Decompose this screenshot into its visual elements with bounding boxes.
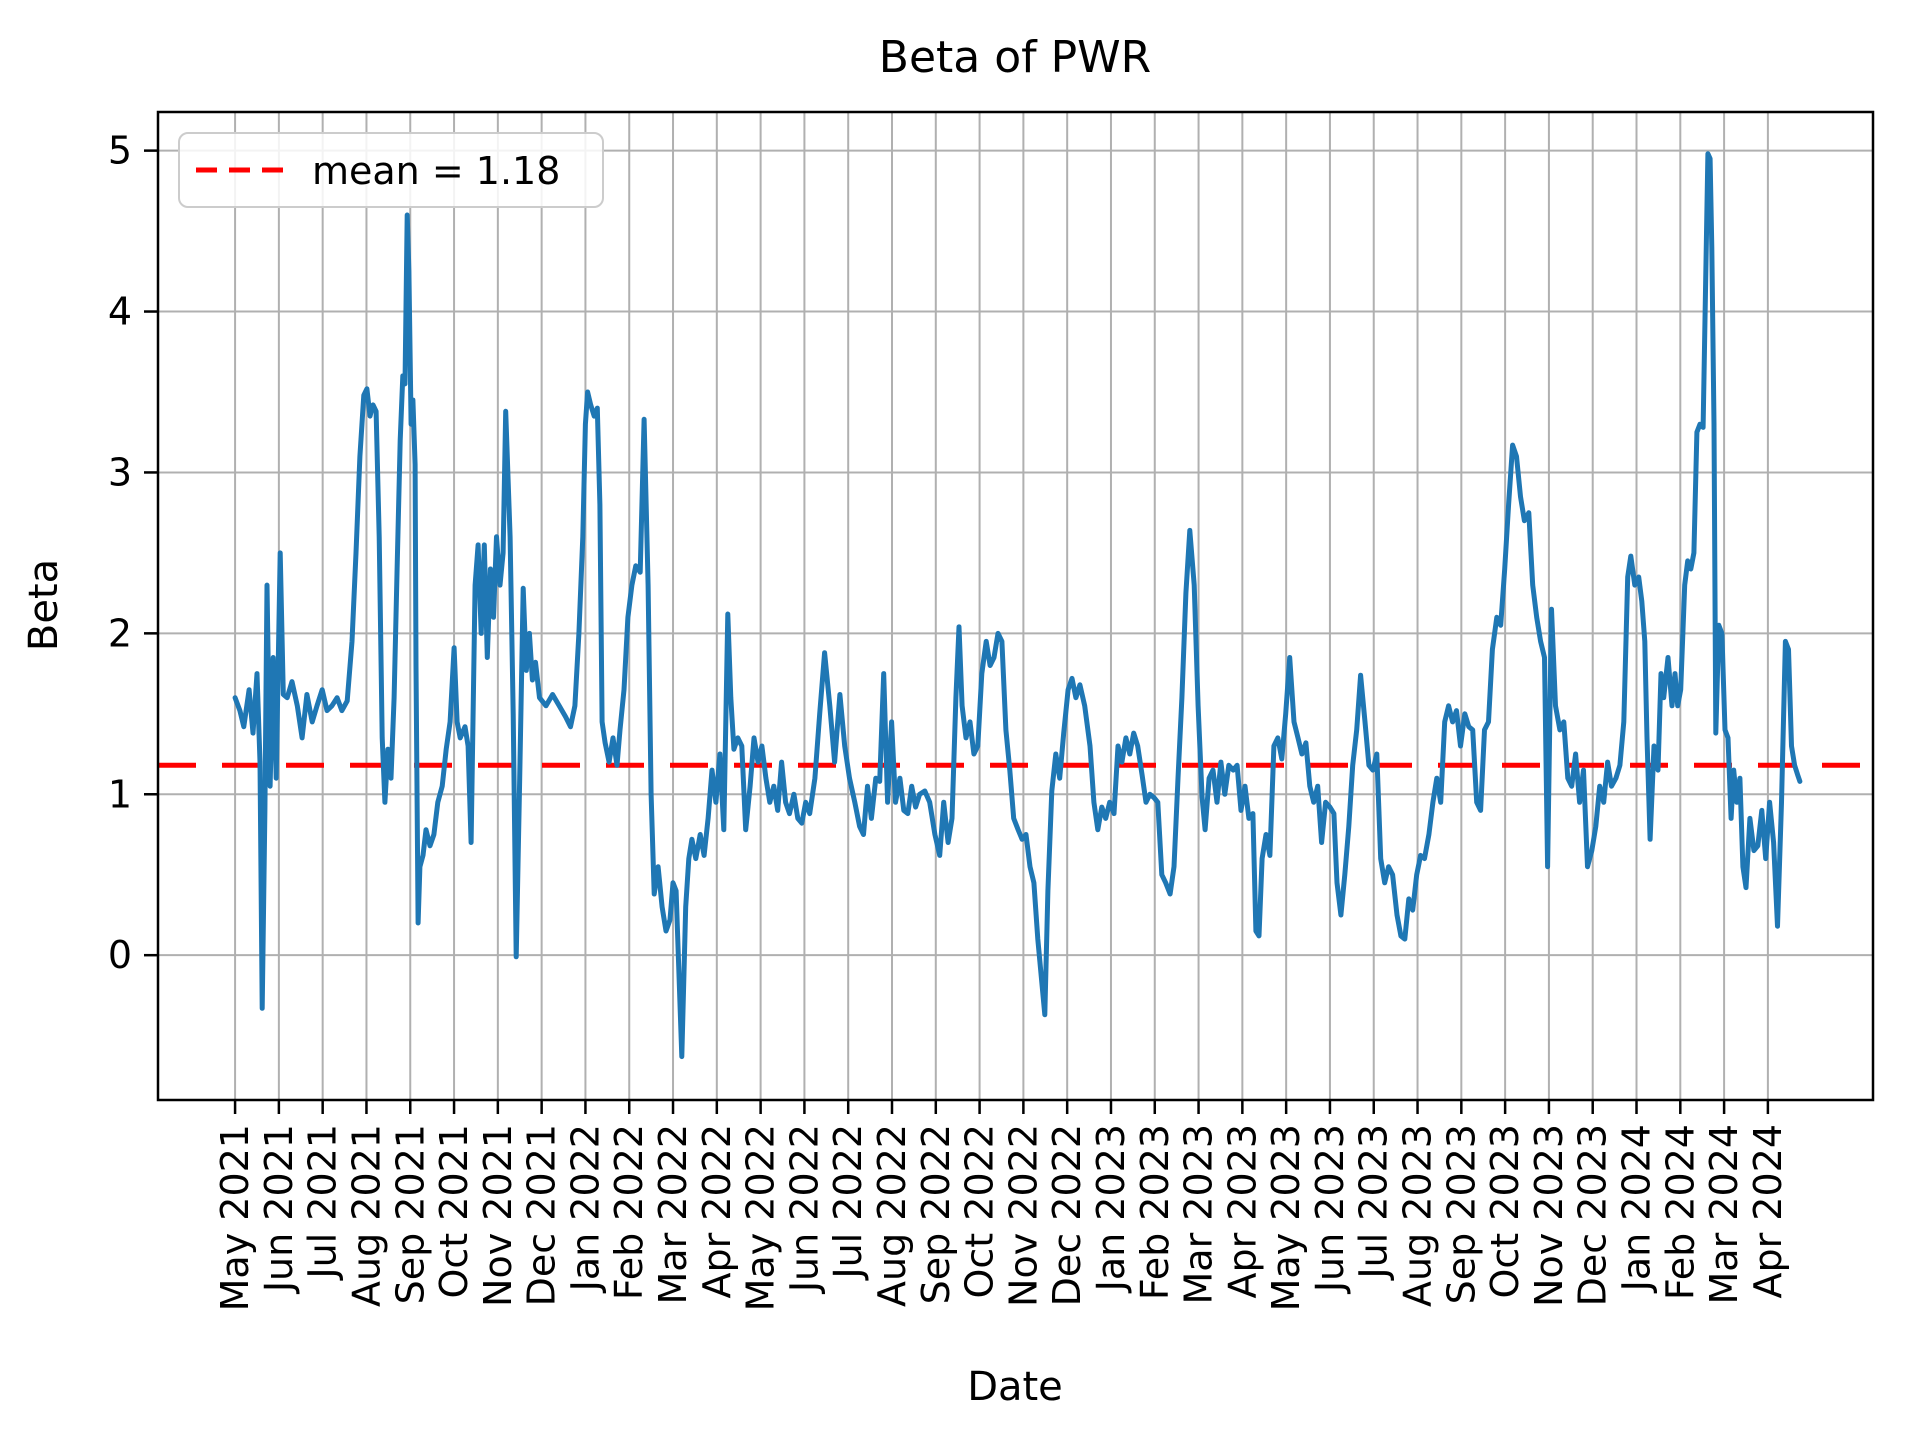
x-tick-label: Jan 2024 <box>1615 1124 1659 1293</box>
y-tick-label: 0 <box>108 933 132 977</box>
x-tick-label: Dec 2021 <box>520 1124 564 1306</box>
x-tick-label: Aug 2023 <box>1396 1124 1440 1307</box>
x-tick-label: Oct 2023 <box>1483 1124 1527 1299</box>
x-tick-label: Feb 2024 <box>1658 1124 1702 1300</box>
y-tick-label: 4 <box>108 290 132 334</box>
x-tick-label: Jun 2021 <box>257 1124 301 1294</box>
y-tick-label: 2 <box>108 611 132 655</box>
x-tick-label: Nov 2023 <box>1527 1124 1571 1307</box>
x-tick-label: Sep 2023 <box>1439 1124 1483 1304</box>
legend-label: mean = 1.18 <box>312 149 560 193</box>
x-tick-label: Feb 2023 <box>1133 1124 1177 1300</box>
x-tick-label: Dec 2022 <box>1045 1124 1089 1306</box>
x-tick-label: May 2021 <box>213 1124 257 1311</box>
x-tick-label: May 2023 <box>1264 1124 1308 1311</box>
x-tick-label: Jul 2023 <box>1352 1124 1396 1281</box>
x-tick-label: Jun 2023 <box>1308 1124 1352 1294</box>
y-tick-label: 1 <box>108 772 132 816</box>
x-axis-label: Date <box>967 1364 1063 1410</box>
grid-layer <box>158 112 1873 1100</box>
x-tick-label: Jul 2021 <box>301 1124 345 1281</box>
legend-frame <box>178 132 604 208</box>
legend: mean = 1.18 <box>178 132 604 208</box>
x-tick-label: Apr 2023 <box>1220 1124 1264 1299</box>
x-tick-label: Jul 2022 <box>826 1124 870 1281</box>
x-tick-label: Mar 2023 <box>1177 1124 1221 1304</box>
x-tick-label: Apr 2024 <box>1746 1124 1790 1299</box>
y-axis-label: Beta <box>21 559 67 651</box>
x-tick-label: Sep 2021 <box>388 1124 432 1304</box>
x-tick-label: Mar 2022 <box>651 1124 695 1304</box>
chart-title: Beta of PWR <box>879 32 1151 83</box>
x-tick-label: Aug 2021 <box>344 1124 388 1307</box>
x-tick-label: Aug 2022 <box>870 1124 914 1307</box>
x-tick-label: Mar 2024 <box>1702 1124 1746 1304</box>
x-tick-label: Nov 2022 <box>1001 1124 1045 1307</box>
x-tick-label: Oct 2021 <box>432 1124 476 1299</box>
x-tick-label: Oct 2022 <box>958 1124 1002 1299</box>
x-tick-label: Nov 2021 <box>476 1124 520 1307</box>
y-tick-label: 5 <box>108 129 132 173</box>
x-tick-label: Jan 2022 <box>563 1124 607 1293</box>
x-tick-label: Dec 2023 <box>1571 1124 1615 1306</box>
x-tick-label: Jan 2023 <box>1089 1124 1133 1293</box>
beta-series-line <box>232 151 1803 1060</box>
axes-layer: May 2021 Jun 2021 Jul 2021 Aug 2021 Sep 2021… <box>108 110 1875 1311</box>
data-layer <box>158 151 1873 1060</box>
y-tick-label: 3 <box>108 450 132 494</box>
x-tick-label: May 2022 <box>739 1124 783 1311</box>
axes-frame <box>156 110 1875 1102</box>
x-tick-label: Apr 2022 <box>695 1124 739 1299</box>
x-tick-label: Feb 2022 <box>607 1124 651 1300</box>
x-tick-label: Sep 2022 <box>914 1124 958 1304</box>
x-tick-label: Jun 2022 <box>782 1124 826 1294</box>
